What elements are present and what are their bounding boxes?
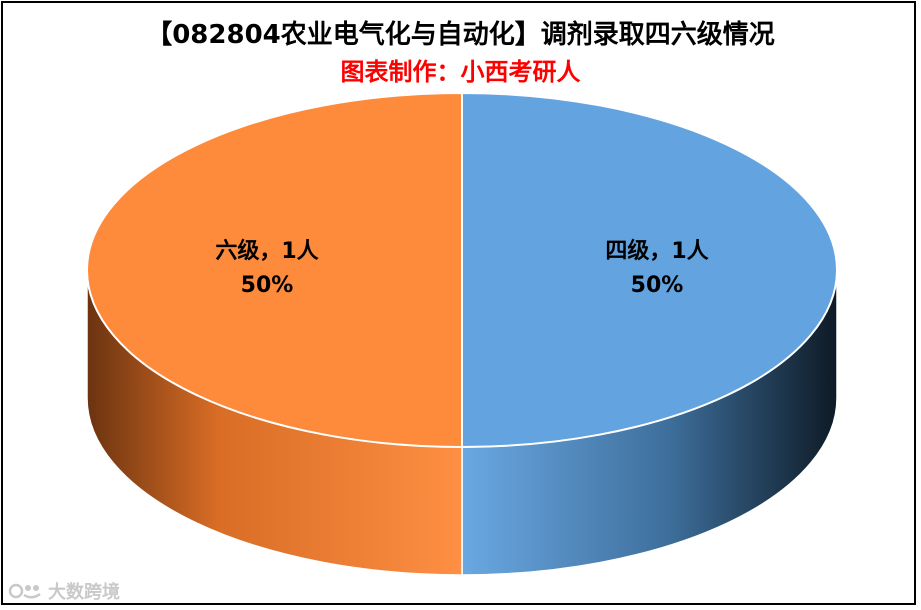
pie-slice-four-level [461, 91, 838, 449]
chart-subtitle: 图表制作：小西考研人 [340, 58, 581, 86]
watermark: 大数跨境 [8, 578, 120, 604]
slice-percent-six-level: 50% [241, 273, 294, 298]
chart-title: 【082804农业电气化与自动化】调剂录取四六级情况 [146, 20, 775, 50]
pie-slice-six-level [86, 91, 463, 449]
watermark-text: 大数跨境 [48, 582, 120, 603]
brand-logo-icon [8, 583, 41, 599]
slice-label-six-level: 六级，1人 [215, 238, 318, 264]
slice-label-four-level: 四级，1人 [605, 238, 708, 264]
slice-percent-four-level: 50% [631, 273, 684, 298]
